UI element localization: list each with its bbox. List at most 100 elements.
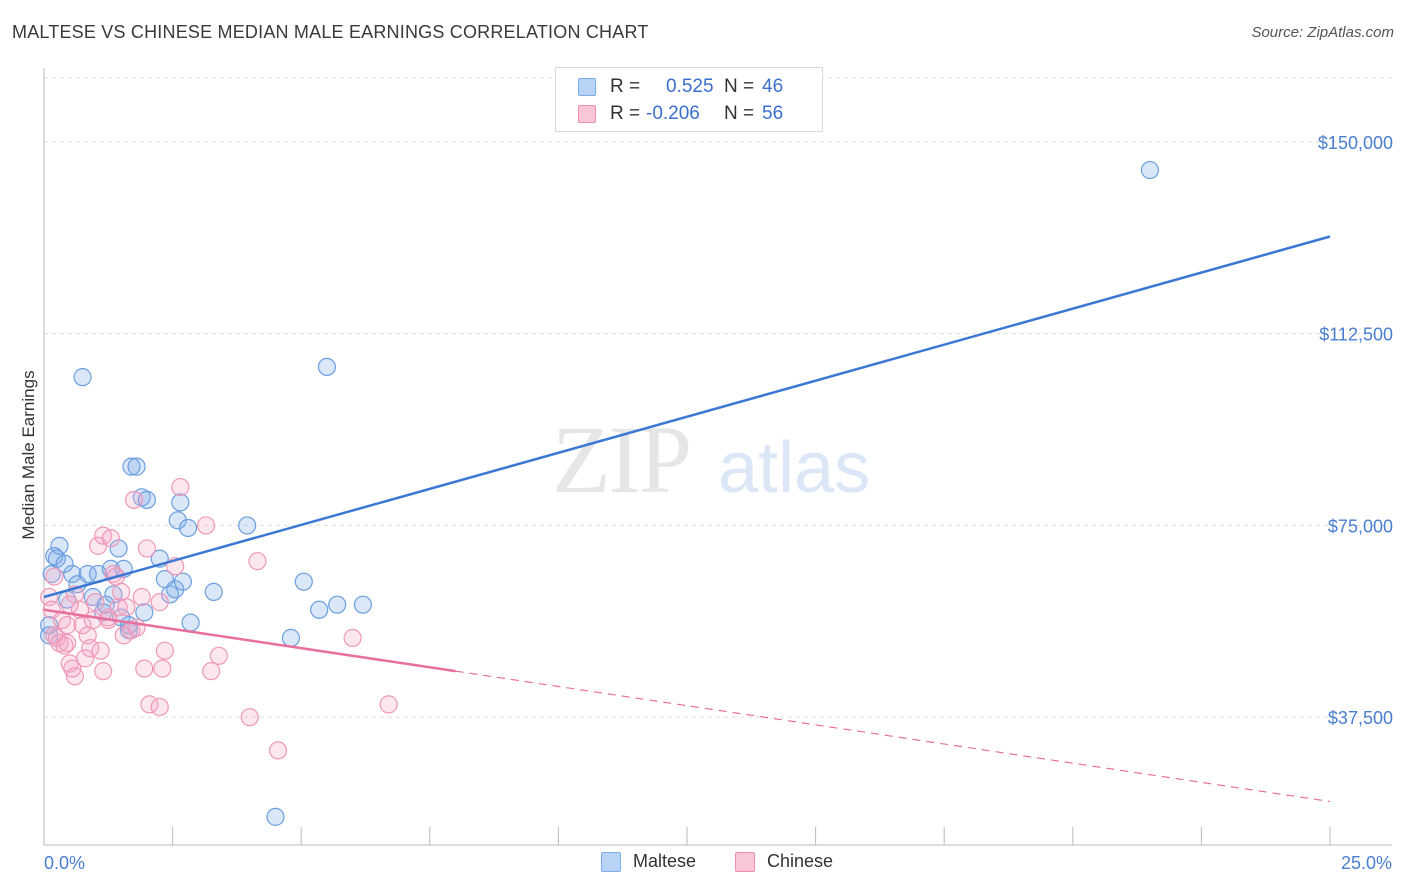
chinese-point: [55, 636, 74, 655]
legend-r-value: -0.206: [646, 103, 700, 124]
maltese-point: [266, 807, 285, 826]
maltese-point: [181, 613, 200, 632]
points-layer: [40, 160, 1160, 826]
y-tick-label: $37,500: [1328, 708, 1393, 728]
chinese-point: [135, 659, 154, 678]
legend-n-label: N =: [724, 76, 755, 97]
series-legend: Maltese Chinese: [0, 851, 1406, 877]
watermark: ZIP atlas: [552, 406, 870, 513]
maltese-point: [178, 518, 198, 538]
chinese-point: [150, 593, 169, 612]
maltese-point: [137, 490, 156, 509]
legend-label-maltese: Maltese: [633, 851, 697, 871]
maltese-point: [1140, 160, 1160, 180]
legend-row-chinese: R = -0.206 N = 56: [578, 101, 783, 127]
maltese-point: [78, 564, 97, 584]
legend-item-chinese[interactable]: Chinese: [735, 851, 833, 872]
watermark-atlas: atlas: [718, 428, 870, 508]
legend-n-value: 46: [762, 76, 784, 97]
chart-title: MALTESE VS CHINESE MEDIAN MALE EARNINGS …: [12, 22, 649, 42]
chinese-point: [124, 490, 144, 509]
maltese-point: [204, 582, 223, 601]
legend-item-maltese[interactable]: Maltese: [601, 851, 696, 872]
maltese-point: [166, 580, 185, 599]
x-tick-label: 25.0%: [1341, 853, 1392, 873]
chinese-point: [248, 552, 267, 571]
chinese-point: [65, 667, 84, 686]
chinese-point: [343, 628, 362, 648]
chinese-point: [132, 587, 151, 607]
legend-swatch-maltese: [578, 78, 596, 96]
maltese-point: [45, 546, 64, 566]
legend-swatch-maltese: [601, 851, 621, 872]
chinese-point: [50, 633, 69, 653]
legend-swatch-chinese: [735, 851, 755, 872]
maltese-point: [328, 595, 347, 614]
chinese-point: [379, 695, 398, 714]
y-tick-label: $112,500: [1319, 325, 1393, 345]
chinese-point: [58, 616, 77, 635]
chinese-point: [86, 593, 105, 612]
axis-layer: [43, 68, 1392, 846]
maltese-point: [127, 457, 146, 476]
chinese-point: [45, 567, 64, 586]
legend-r-label: R =: [610, 103, 641, 124]
x-tick-label: 0.0%: [44, 853, 85, 873]
maltese-point: [63, 564, 82, 584]
chinese-point: [153, 659, 172, 678]
maltese-point: [73, 368, 92, 387]
chinese-trend-extension: [455, 670, 1331, 803]
chinese-point: [137, 539, 156, 558]
chinese-point: [76, 649, 95, 668]
maltese-point: [109, 539, 128, 558]
chinese-trend-line: [43, 608, 456, 673]
chinese-point: [60, 595, 79, 614]
stats-legend: R = 0.525 N = 46 R = -0.206 N = 56: [555, 67, 823, 132]
chinese-point: [268, 741, 288, 760]
chinese-point: [150, 697, 169, 717]
chinese-point: [58, 633, 77, 653]
tick-layer: $37,500 $75,000 $112,500 $150,000 0.0% 25.0%: [44, 133, 1393, 873]
chinese-point: [196, 516, 216, 535]
maltese-point: [238, 516, 257, 535]
maltese-trend-line: [43, 235, 1331, 599]
source-label: Source: ZipAtlas.com: [1251, 24, 1394, 41]
chinese-point: [209, 646, 228, 665]
legend-r-label: R =: [610, 76, 641, 97]
maltese-point: [135, 603, 154, 622]
chinese-point: [171, 477, 190, 497]
chinese-point: [94, 662, 113, 681]
maltese-point: [55, 554, 74, 573]
legend-row-maltese: R = 0.525 N = 46: [578, 74, 783, 100]
maltese-point: [294, 572, 313, 591]
maltese-point: [122, 457, 141, 476]
chinese-point: [202, 662, 221, 681]
chinese-point: [47, 628, 66, 648]
y-tick-label: $75,000: [1328, 516, 1393, 536]
legend-n-value: 56: [762, 103, 784, 124]
maltese-point: [168, 511, 187, 530]
watermark-zip: ZIP: [552, 406, 690, 513]
maltese-point: [317, 357, 337, 377]
legend-r-value: 0.525: [666, 76, 714, 97]
chinese-point: [109, 598, 128, 617]
chinese-point: [83, 610, 102, 630]
chinese-point: [240, 708, 259, 727]
chinese-point: [155, 641, 174, 660]
legend-label-chinese: Chinese: [767, 851, 834, 871]
legend-n-label: N =: [724, 103, 755, 124]
trend-layer: [43, 235, 1331, 803]
maltese-point: [281, 628, 301, 648]
maltese-point: [50, 536, 69, 555]
y-tick-label: $150,000: [1318, 133, 1393, 153]
legend-swatch-chinese: [578, 105, 596, 123]
grid-layer: [44, 77, 1392, 718]
chinese-point: [112, 582, 131, 601]
maltese-point: [173, 572, 192, 591]
chinese-point: [101, 529, 120, 548]
maltese-point: [171, 493, 190, 512]
maltese-point: [353, 595, 373, 614]
y-axis-label: Median Male Earnings: [19, 370, 38, 539]
maltese-point: [310, 600, 329, 619]
